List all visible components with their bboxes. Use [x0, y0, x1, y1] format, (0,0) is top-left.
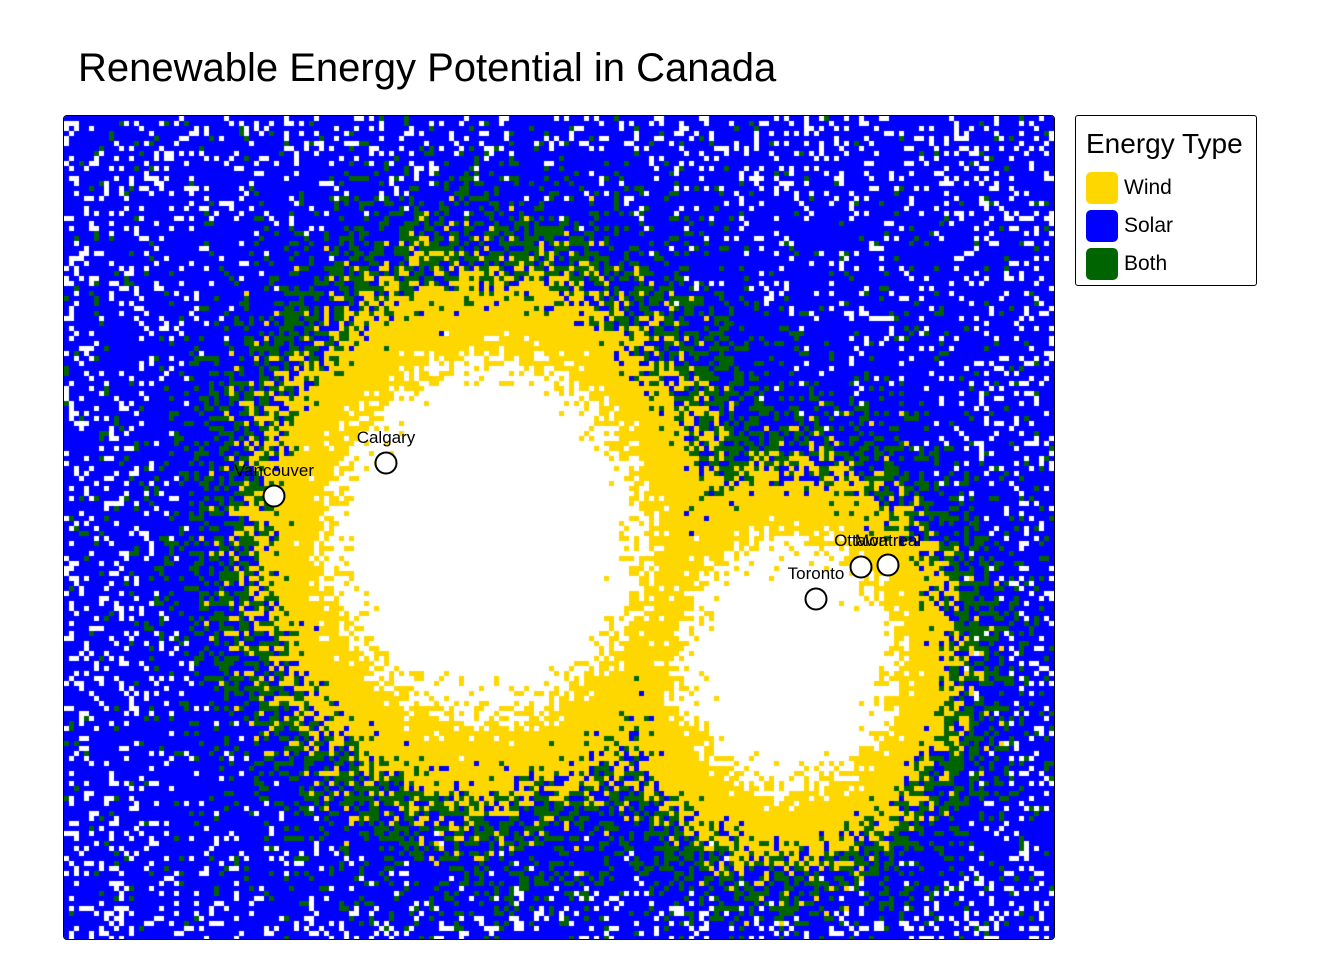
city-marker-vancouver[interactable] — [262, 484, 286, 508]
legend: Energy Type Wind Solar Both — [1075, 115, 1257, 286]
page-title: Renewable Energy Potential in Canada — [78, 46, 777, 90]
legend-label-wind: Wind — [1124, 176, 1172, 199]
city-marker-calgary[interactable] — [374, 451, 398, 475]
city-label-vancouver: Vancouver — [234, 461, 314, 480]
legend-label-solar: Solar — [1124, 214, 1174, 237]
legend-swatch-both — [1086, 248, 1118, 280]
city-label-montreal: Montreal — [855, 531, 921, 550]
map-panel[interactable]: Calgary Vancouver Ottawa Montreal Toronto — [63, 115, 1055, 940]
legend-swatch-wind — [1086, 172, 1118, 204]
energy-raster — [64, 116, 1054, 939]
city-label-calgary: Calgary — [357, 428, 416, 447]
legend-label-both: Both — [1124, 252, 1168, 275]
legend-item-both: Both — [1086, 248, 1246, 280]
city-label-ottawa: Ottawa — [834, 531, 888, 550]
city-marker-ottawa[interactable] — [849, 555, 873, 579]
city-label-toronto: Toronto — [788, 564, 845, 583]
legend-item-wind: Wind — [1086, 172, 1246, 204]
legend-title: Energy Type — [1086, 128, 1243, 159]
city-marker-toronto[interactable] — [804, 587, 828, 611]
legend-item-solar: Solar — [1086, 210, 1246, 242]
legend-swatch-solar — [1086, 210, 1118, 242]
city-marker-montreal[interactable] — [876, 553, 900, 577]
